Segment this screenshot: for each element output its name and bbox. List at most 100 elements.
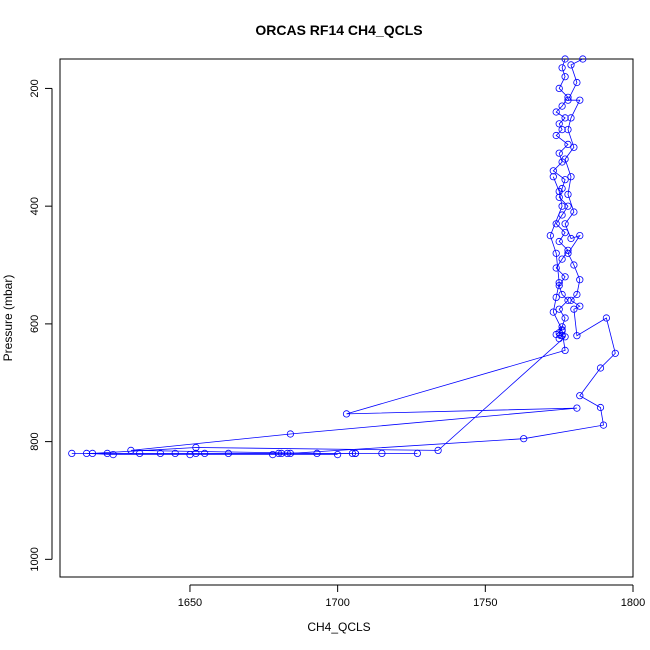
data-point bbox=[277, 449, 286, 457]
data-point bbox=[576, 276, 584, 284]
data-point bbox=[596, 403, 605, 412]
data-point bbox=[555, 279, 563, 287]
data-series bbox=[546, 173, 566, 343]
data-point bbox=[552, 264, 560, 272]
data-series bbox=[83, 55, 619, 459]
series-line bbox=[86, 58, 616, 456]
data-point bbox=[342, 410, 351, 418]
data-point bbox=[579, 55, 587, 63]
data-point bbox=[573, 78, 581, 87]
data-point bbox=[558, 202, 566, 210]
data-point bbox=[576, 392, 584, 400]
data-point bbox=[552, 108, 560, 116]
data-point bbox=[564, 249, 572, 257]
data-point bbox=[573, 332, 581, 340]
data-point bbox=[567, 114, 575, 122]
x-axis-label: CH4_QCLS bbox=[307, 620, 370, 634]
data-point bbox=[564, 126, 572, 134]
data-point bbox=[555, 187, 563, 195]
data-point bbox=[596, 364, 605, 372]
y-tick-label: 400 bbox=[29, 197, 41, 215]
data-point bbox=[561, 220, 569, 228]
data-point bbox=[286, 449, 294, 457]
data-point bbox=[561, 314, 569, 322]
data-point bbox=[224, 449, 232, 457]
data-point bbox=[558, 326, 566, 334]
data-point bbox=[552, 293, 560, 301]
data-point bbox=[576, 302, 584, 310]
y-tick-label: 600 bbox=[29, 315, 41, 333]
data-point bbox=[269, 450, 277, 459]
data-point bbox=[567, 234, 575, 243]
data-point bbox=[576, 96, 584, 104]
data-point bbox=[570, 261, 578, 269]
data-point bbox=[555, 193, 563, 201]
data-point bbox=[555, 237, 563, 246]
data-point bbox=[561, 155, 569, 163]
data-point bbox=[561, 55, 569, 63]
data-point bbox=[83, 449, 91, 457]
data-point bbox=[611, 349, 619, 357]
y-axis: 200 400 600 800 1000 bbox=[29, 79, 53, 572]
y-tick-label: 1000 bbox=[29, 547, 41, 571]
data-point bbox=[561, 73, 569, 81]
data-point bbox=[564, 202, 572, 210]
x-tick-label: 1650 bbox=[178, 597, 202, 609]
data-point bbox=[378, 449, 386, 457]
data-point bbox=[413, 449, 421, 457]
data-point bbox=[549, 173, 557, 181]
data-point bbox=[520, 435, 528, 443]
data-point bbox=[555, 84, 563, 93]
data-point bbox=[561, 273, 569, 281]
plot-frame bbox=[59, 58, 634, 578]
data-point bbox=[109, 450, 117, 459]
data-point bbox=[192, 443, 200, 452]
data-point bbox=[576, 232, 584, 240]
data-point bbox=[564, 140, 572, 148]
data-point bbox=[555, 149, 563, 157]
data-point bbox=[68, 449, 76, 457]
data-point bbox=[558, 102, 566, 110]
data-point bbox=[570, 208, 578, 216]
data-point bbox=[549, 308, 557, 316]
data-point bbox=[286, 430, 294, 438]
x-tick-label: 1750 bbox=[473, 597, 497, 609]
data-point bbox=[570, 143, 578, 151]
data-point bbox=[555, 305, 563, 313]
data-point bbox=[348, 449, 356, 457]
data-point bbox=[434, 446, 442, 454]
y-tick-label: 200 bbox=[29, 79, 41, 97]
data-point bbox=[567, 173, 575, 181]
data-point bbox=[558, 332, 566, 340]
chart-title: ORCAS RF14 CH4_QCLS bbox=[255, 22, 422, 38]
data-point bbox=[156, 449, 164, 457]
data-point bbox=[561, 114, 569, 122]
data-point bbox=[564, 190, 572, 198]
y-axis-label: Pressure (mbar) bbox=[1, 275, 15, 362]
data-point bbox=[549, 167, 557, 175]
data-point bbox=[602, 314, 611, 322]
y-tick-label: 800 bbox=[29, 432, 41, 450]
series-line bbox=[549, 176, 563, 340]
data-point bbox=[558, 126, 566, 134]
data-point bbox=[573, 404, 581, 412]
x-axis: 1650 1700 1750 1800 bbox=[178, 584, 645, 609]
series-line bbox=[71, 58, 577, 454]
data-point bbox=[552, 131, 560, 140]
data-point bbox=[567, 61, 575, 69]
data-point bbox=[333, 450, 342, 459]
data-point bbox=[558, 290, 566, 299]
data-series bbox=[68, 55, 581, 457]
data-point bbox=[555, 120, 563, 128]
data-point bbox=[186, 450, 194, 459]
data-point bbox=[570, 305, 578, 313]
data-point bbox=[546, 232, 554, 240]
x-tick-label: 1700 bbox=[325, 597, 349, 609]
data-point bbox=[558, 64, 566, 72]
x-tick-label: 1800 bbox=[621, 597, 645, 609]
data-point bbox=[558, 255, 566, 263]
data-point bbox=[552, 249, 560, 257]
data-point bbox=[599, 421, 608, 429]
data-point bbox=[561, 176, 569, 184]
